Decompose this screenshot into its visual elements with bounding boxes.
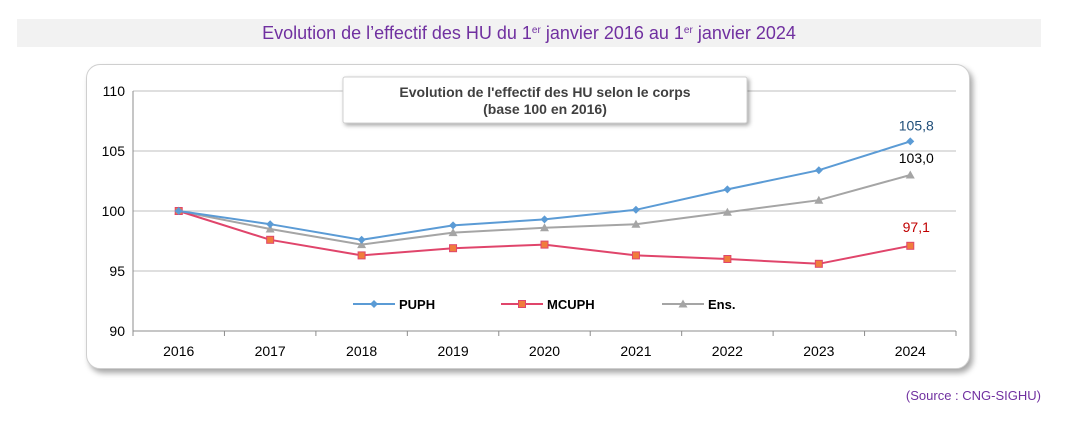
x-tick-label: 2019 (437, 343, 468, 359)
legend-label: PUPH (399, 297, 435, 312)
data-label-mcuph: 97,1 (903, 219, 930, 235)
data-point-mcuph (723, 255, 732, 263)
data-label-ens: 103,0 (899, 150, 934, 166)
data-point-ens (631, 219, 641, 228)
data-point-ens (265, 224, 275, 233)
data-point-puph (540, 215, 549, 224)
data-point-puph (357, 235, 366, 244)
data-point-puph (266, 220, 275, 229)
heading-text-2: janvier 2016 au 1 (540, 23, 684, 43)
heading-sup-2: er (683, 25, 693, 36)
data-point-mcuph (540, 240, 549, 249)
legend-label: Ens. (708, 297, 735, 312)
y-tick-label: 95 (109, 263, 125, 279)
data-point-mcuph (357, 251, 366, 260)
chart-title: Evolution de l'effectif des HU selon le … (399, 84, 690, 100)
series-line-ens (178, 174, 911, 246)
chart-subtitle: (base 100 en 2016) (483, 101, 607, 117)
data-point-ens (540, 223, 549, 232)
data-point-puph (631, 205, 640, 214)
line-chart: 90 95 100 105 110 2016 2017 2018 2019 2020 2021 202… (102, 76, 957, 359)
x-tick-label: 2017 (255, 343, 286, 359)
y-tick-label: 100 (102, 203, 126, 219)
legend-item-puph: PUPH (353, 297, 435, 312)
series-puph (174, 137, 915, 244)
x-tick-label: 2020 (529, 343, 560, 359)
data-point-mcuph (266, 235, 275, 244)
series-ens (174, 170, 915, 249)
heading-sup-1: er (531, 25, 541, 36)
source-note: (Source : CNG-SIGHU) (905, 388, 1041, 403)
y-tick-label: 105 (102, 143, 126, 159)
legend-item-ens: Ens. (662, 297, 735, 312)
x-tick-label: 2021 (620, 343, 651, 359)
data-point-puph (449, 221, 458, 230)
data-point-puph (723, 185, 732, 194)
page-heading: Evolution de l’effectif des HU du 1er ja… (17, 19, 1041, 47)
series-mcuph (174, 207, 915, 268)
data-point-puph (814, 166, 823, 175)
legend-marker (370, 300, 378, 308)
data-point-mcuph (631, 251, 640, 260)
y-tick-label: 110 (103, 83, 126, 99)
legend-item-mcuph: MCUPH (501, 297, 595, 312)
x-tick-label: 2023 (803, 343, 834, 359)
data-label-puph: 105,8 (899, 117, 934, 133)
data-point-ens (357, 240, 367, 249)
legend-label: MCUPH (547, 297, 595, 312)
chart-title-box (342, 76, 748, 124)
heading-text-1: Evolution de l’effectif des HU du 1 (262, 23, 532, 43)
legend-marker (678, 299, 688, 308)
data-point-mcuph (814, 259, 823, 268)
x-tick-label: 2022 (712, 343, 743, 359)
data-point-ens (814, 195, 824, 204)
data-point-ens (722, 207, 732, 216)
legend-marker (518, 300, 526, 308)
data-point-mcuph (449, 244, 458, 253)
data-point-ens (905, 170, 915, 179)
data-point-ens (448, 228, 458, 237)
data-point-mcuph (906, 241, 915, 250)
data-point-puph (174, 207, 183, 215)
data-point-puph (906, 137, 915, 146)
x-tick-label: 2024 (895, 343, 926, 359)
x-tick-label: 2018 (346, 343, 377, 359)
x-tick-label: 2016 (163, 343, 194, 359)
y-tick-label: 90 (109, 323, 125, 339)
chart-frame: 90 95 100 105 110 2016 2017 2018 2019 2020 2021 202… (86, 64, 970, 369)
heading-text-3: janvier 2024 (692, 23, 796, 43)
